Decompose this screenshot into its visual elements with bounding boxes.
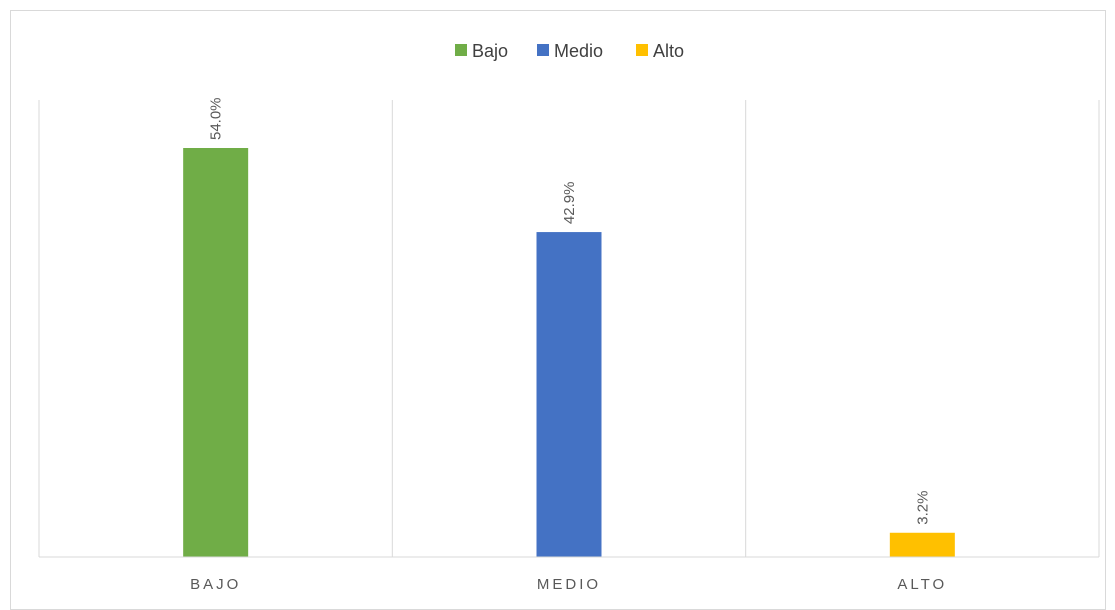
x-axis: BAJO MEDIO ALTO bbox=[39, 556, 1099, 593]
data-label-alto: 3.2% bbox=[914, 491, 931, 525]
x-tick-label-alto: ALTO bbox=[897, 576, 947, 593]
bar-bajo bbox=[183, 148, 249, 557]
data-labels: 54.0% 42.9% 3.2% bbox=[208, 97, 932, 524]
bars bbox=[183, 148, 955, 558]
legend-label-alto: Alto bbox=[653, 41, 684, 61]
legend-swatch-alto bbox=[636, 44, 648, 56]
bar-alto bbox=[889, 532, 955, 557]
x-tick-label-medio: MEDIO bbox=[537, 576, 601, 593]
legend-item-bajo: Bajo bbox=[455, 41, 508, 61]
legend-item-medio: Medio bbox=[537, 41, 603, 61]
bar-medio bbox=[536, 232, 602, 558]
chart-legend: Bajo Medio Alto bbox=[455, 41, 684, 61]
category-gridlines bbox=[38, 100, 1100, 557]
legend-swatch-bajo bbox=[455, 44, 467, 56]
data-label-medio: 42.9% bbox=[561, 182, 578, 225]
legend-label-medio: Medio bbox=[554, 41, 603, 61]
x-tick-label-bajo: BAJO bbox=[190, 576, 241, 593]
legend-item-alto: Alto bbox=[636, 41, 684, 61]
legend-swatch-medio bbox=[537, 44, 549, 56]
legend-label-bajo: Bajo bbox=[472, 41, 508, 61]
data-label-bajo: 54.0% bbox=[208, 97, 225, 140]
